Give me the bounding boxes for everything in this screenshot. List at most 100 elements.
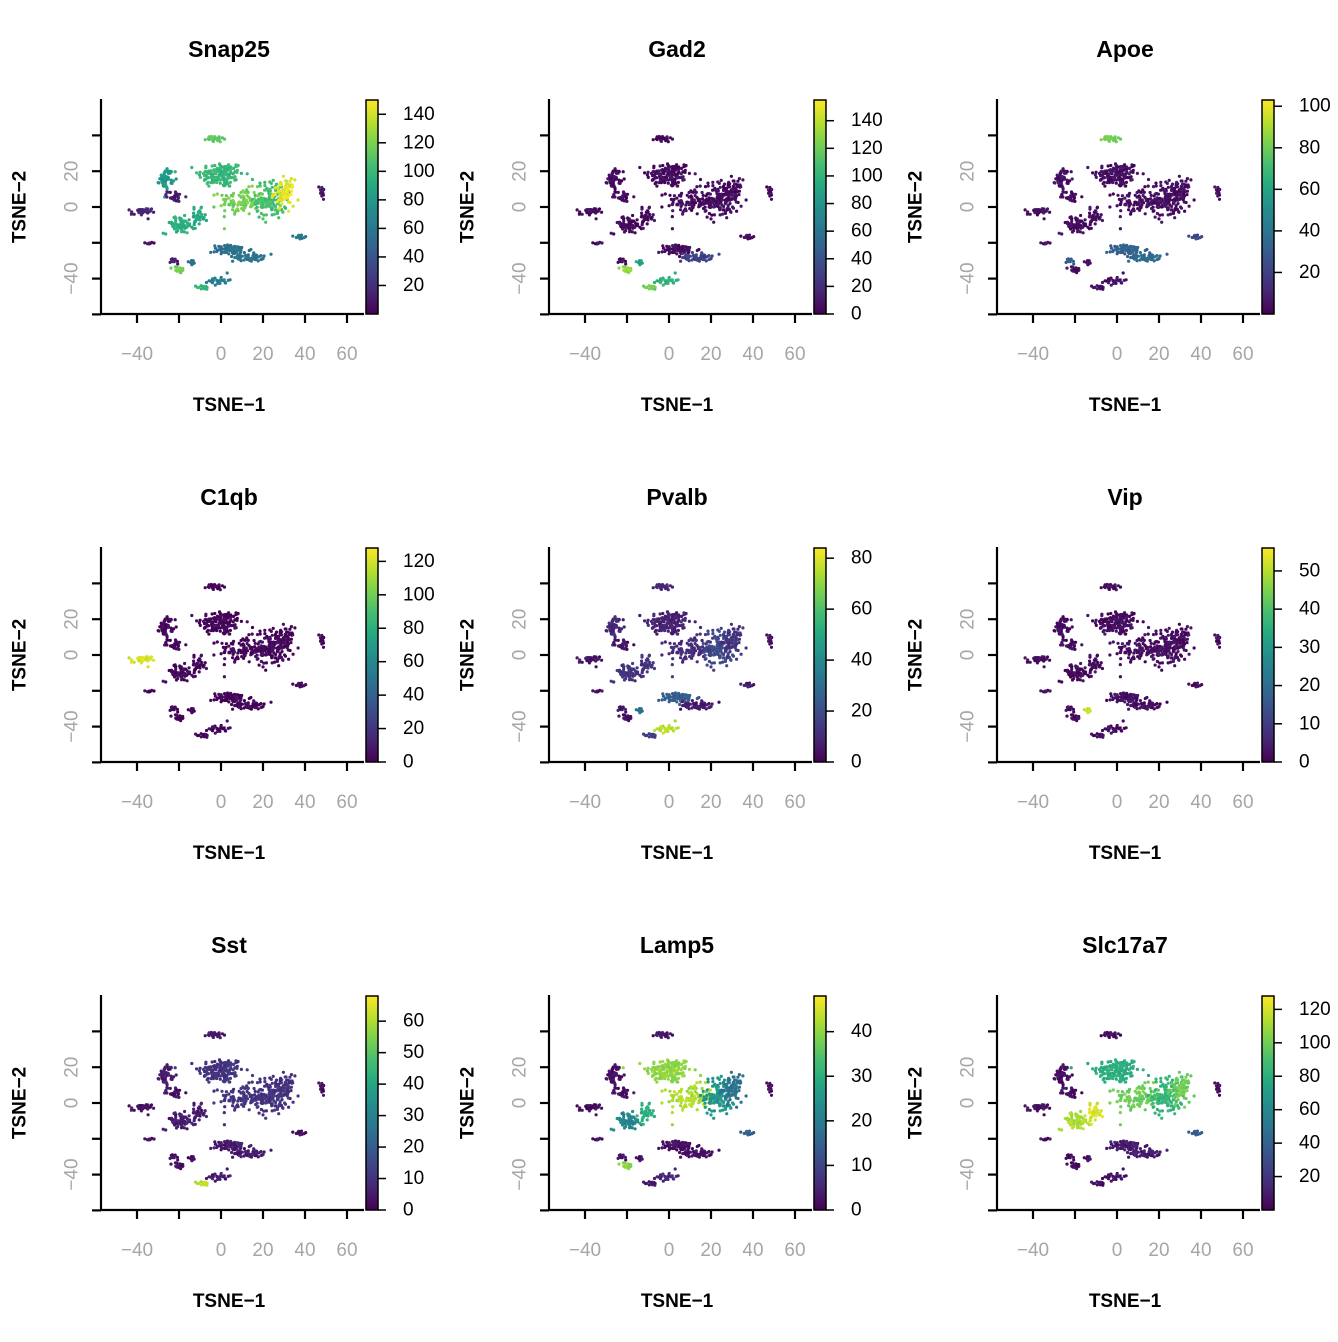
data-point [213,611,217,616]
data-point [174,678,179,682]
data-point [577,660,581,664]
data-point [1116,170,1120,174]
data-point [688,702,692,706]
data-point [673,719,677,723]
data-point [232,247,236,251]
data-point [670,675,674,679]
data-point [697,695,701,700]
data-point [192,205,196,209]
data-point [209,619,213,623]
data-point [633,679,637,683]
data-point [673,612,677,616]
y-tick-label: 0 [510,650,531,661]
colorbar [1261,99,1275,315]
data-point [321,645,326,649]
data-point [693,641,697,646]
data-point [611,643,615,647]
data-point [263,184,267,188]
data-point [732,190,737,194]
data-point [264,645,268,649]
data-point [1065,266,1069,270]
data-point [216,139,220,143]
data-point [737,641,741,645]
data-point [199,732,203,736]
data-point [169,222,174,226]
data-point [207,135,211,139]
data-point [1178,192,1182,196]
data-point [234,249,238,253]
data-point [691,654,695,658]
data-point [640,211,644,215]
data-point [146,665,150,669]
data-point [220,584,224,588]
data-point [198,666,202,670]
data-point [1100,280,1105,285]
data-point [1108,205,1112,209]
data-point [1087,215,1091,219]
data-point [209,171,213,175]
data-point [731,196,735,200]
data-point [1172,186,1176,191]
data-point [178,218,182,222]
x-tick-label: 40 [742,344,763,365]
data-point [663,640,667,644]
data-point [220,193,224,197]
data-point [677,170,681,174]
data-point [276,186,280,191]
data-point [276,638,280,642]
data-point [596,689,600,694]
data-point [620,644,624,648]
data-point [1091,619,1095,623]
data-point [621,638,626,642]
data-point [653,735,657,739]
data-point [1114,620,1118,624]
data-point [163,195,167,199]
data-point [1169,208,1173,212]
data-point [237,193,241,197]
x-tick-label: 20 [700,344,721,365]
data-point [1182,192,1186,196]
data-point [638,673,642,677]
data-point [1128,166,1132,170]
data-point [238,703,242,707]
data-point [210,277,215,281]
data-point [705,255,709,259]
data-point [218,611,222,615]
data-point [1123,252,1127,256]
data-point [236,209,240,213]
data-point [609,231,613,235]
data-point [1093,173,1097,177]
data-point [718,656,722,660]
data-point [692,257,696,261]
data-point [725,207,729,211]
data-point [637,709,641,713]
data-point [296,646,300,650]
data-point [222,675,226,679]
data-point [1114,626,1118,630]
data-point [1132,209,1136,213]
data-point [1151,209,1155,213]
data-point [247,185,251,189]
colorbar-tick-label: 20 [403,275,424,296]
x-tick-label: 60 [784,792,805,813]
data-point [670,632,674,636]
data-point [164,184,168,188]
data-point [640,653,644,657]
data-point [725,664,729,668]
data-point [739,185,743,189]
axes [92,547,364,771]
data-point [213,731,217,735]
data-point [262,213,266,217]
data-point [203,661,207,665]
data-point [179,268,184,272]
data-point [1140,257,1144,261]
data-point [593,657,597,661]
axes [540,99,812,323]
data-point [734,640,738,644]
data-point [252,638,256,643]
data-point [148,689,152,694]
data-point [647,284,651,288]
data-point [215,192,219,196]
